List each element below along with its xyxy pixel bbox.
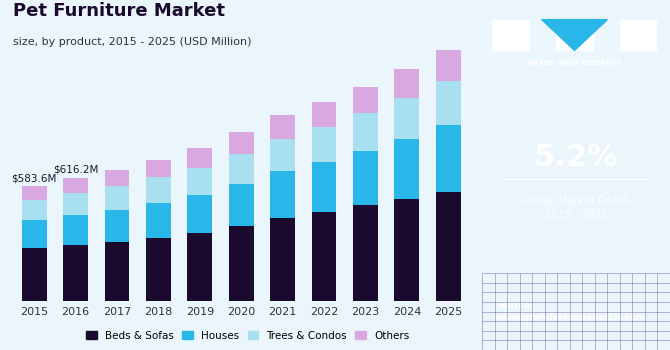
Bar: [105, 242, 129, 301]
Bar: [63, 215, 88, 245]
Bar: [312, 162, 336, 212]
Text: Global Market CAGR,
2019 - 2025: Global Market CAGR, 2019 - 2025: [522, 196, 630, 220]
Bar: [188, 233, 212, 301]
Bar: [105, 186, 129, 210]
Bar: [270, 139, 295, 171]
Bar: [105, 210, 129, 242]
Text: $616.2M: $616.2M: [53, 165, 98, 175]
Bar: [557, 20, 592, 50]
Bar: [353, 205, 378, 301]
Bar: [21, 248, 46, 301]
Bar: [63, 177, 88, 192]
Bar: [146, 238, 171, 301]
Bar: [312, 212, 336, 301]
Bar: [270, 218, 295, 301]
Bar: [146, 177, 171, 203]
Bar: [353, 113, 378, 151]
Bar: [312, 127, 336, 162]
Bar: [188, 148, 212, 168]
Bar: [436, 125, 461, 192]
Bar: [353, 87, 378, 113]
Bar: [436, 81, 461, 125]
Bar: [228, 184, 254, 226]
Bar: [21, 220, 46, 248]
Bar: [436, 192, 461, 301]
Bar: [270, 171, 295, 218]
Text: GRAND VIEW RESEARCH: GRAND VIEW RESEARCH: [527, 60, 622, 66]
Bar: [188, 168, 212, 195]
Bar: [228, 132, 254, 154]
Bar: [436, 50, 461, 81]
Bar: [270, 116, 295, 139]
Bar: [620, 20, 657, 50]
Bar: [353, 151, 378, 205]
Text: 5.2%: 5.2%: [534, 143, 618, 172]
Bar: [395, 139, 419, 198]
Text: size, by product, 2015 - 2025 (USD Million): size, by product, 2015 - 2025 (USD Milli…: [13, 37, 252, 47]
Bar: [395, 70, 419, 98]
Bar: [228, 154, 254, 184]
Bar: [395, 98, 419, 139]
Bar: [21, 186, 46, 200]
Bar: [395, 198, 419, 301]
Text: Source:
www.grandviewresearch.com: Source: www.grandviewresearch.com: [496, 301, 646, 322]
Polygon shape: [542, 20, 608, 50]
Bar: [146, 203, 171, 238]
Bar: [63, 245, 88, 301]
Text: Pet Furniture Market: Pet Furniture Market: [13, 2, 225, 20]
Bar: [146, 160, 171, 177]
Bar: [188, 195, 212, 233]
Bar: [312, 102, 336, 127]
Bar: [21, 200, 46, 220]
Legend: Beds & Sofas, Houses, Trees & Condos, Others: Beds & Sofas, Houses, Trees & Condos, Ot…: [82, 327, 413, 345]
Bar: [105, 170, 129, 186]
Bar: [228, 226, 254, 301]
Bar: [63, 193, 88, 215]
Text: $583.6M: $583.6M: [11, 174, 57, 184]
Bar: [492, 20, 529, 50]
